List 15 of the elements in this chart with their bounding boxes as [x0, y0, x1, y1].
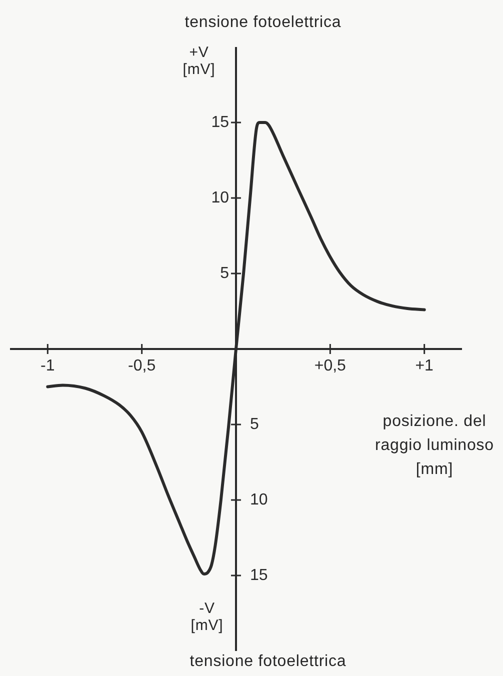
y2-tick-label: 10 [250, 491, 268, 508]
chart-title: tensione fotoelettrica [184, 14, 342, 31]
x-tick-label: -0,5 [128, 357, 156, 374]
y-tick-label: 15 [211, 114, 230, 131]
y-tick-label: 5 [220, 264, 230, 282]
x-axis-title: posizione. del raggio luminoso [mm] [374, 412, 495, 480]
text: tensione fotoelettrica [188, 653, 348, 670]
annotation: -V [mV] [190, 600, 224, 634]
y-axis-title: +V [mV] [182, 44, 216, 78]
y2-tick-label: 15 [250, 566, 268, 584]
x-tick-label: +0,5 [314, 357, 346, 374]
x-tick-label: +1 [415, 357, 434, 374]
y-tick-label: 10 [211, 189, 230, 206]
y2-tick-label: 5 [250, 416, 259, 433]
x-tick-label: -1 [40, 357, 55, 374]
